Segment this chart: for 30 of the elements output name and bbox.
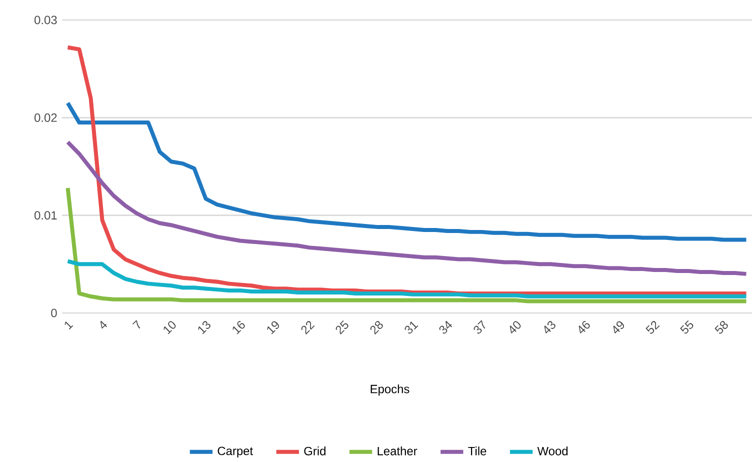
x-tick-label: 58 [714,321,728,334]
legend-label: Wood [537,446,568,456]
x-tick-label: 46 [578,321,590,334]
x-tick-label: 49 [613,321,624,334]
x-tick-label: 37 [474,320,486,334]
x-tick-label: 7 [132,320,140,329]
x-tick-label: 22 [301,321,315,335]
legend-label: Tile [468,446,486,456]
x-tick-label: 4 [100,320,108,329]
y-tick-label: 0 [51,308,57,318]
y-tick-label: 0.02 [34,113,57,122]
x-tick-label: 28 [370,321,383,335]
x-tick-label: 40 [510,321,521,334]
y-tick-label: 0.03 [34,16,57,24]
x-tick-label: 13 [198,321,210,334]
legend-label: Carpet [218,446,253,458]
y-tick-label: 0.01 [34,211,57,220]
x-tick-label: 43 [544,321,556,334]
legend-label: Leather [378,446,418,456]
x-tick-label: 19 [267,321,280,334]
x-tick-label: 16 [232,321,245,334]
x-tick-label: 52 [646,321,660,334]
x-tick-label: 34 [439,320,452,334]
x-axis-title: Epochs [370,384,410,396]
x-tick-label: 25 [336,320,348,335]
x-tick-label: 1 [64,321,74,330]
x-tick-label: 10 [164,321,176,334]
x-tick-label: 31 [404,322,418,334]
x-tick-label: 55 [680,320,694,334]
legend-label: Grid [304,446,326,456]
